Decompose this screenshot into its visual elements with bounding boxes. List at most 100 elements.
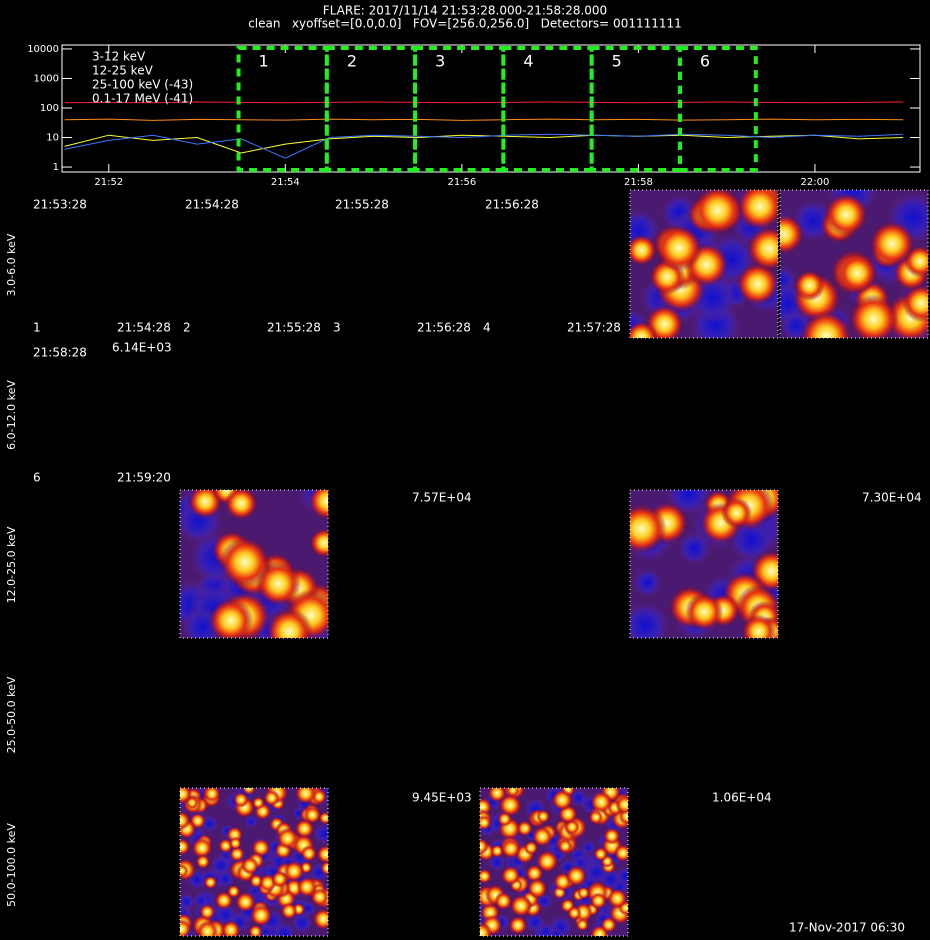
grid-text: 9.45E+03 bbox=[412, 791, 472, 805]
grid-text: 21:54:28 bbox=[117, 321, 171, 335]
image-panel bbox=[179, 489, 329, 639]
hot-blob bbox=[228, 836, 242, 850]
hot-blob bbox=[263, 789, 280, 807]
hot-blob bbox=[500, 865, 521, 886]
hot-blob bbox=[280, 902, 298, 920]
grid-text: 6 bbox=[33, 471, 41, 485]
hot-blob bbox=[235, 891, 256, 913]
hot-blob bbox=[780, 213, 805, 255]
cold-blob bbox=[630, 601, 670, 638]
hot-blob bbox=[203, 875, 218, 890]
interval-label: 1 bbox=[259, 52, 269, 71]
series-line bbox=[64, 118, 904, 121]
image-content bbox=[630, 190, 778, 338]
y-tick-label: 10000 bbox=[27, 44, 59, 55]
hot-blob bbox=[531, 825, 553, 847]
legend-entry: 3-12 keV bbox=[92, 50, 146, 64]
hot-blob bbox=[576, 918, 589, 932]
hot-blob bbox=[526, 878, 548, 899]
hot-blob bbox=[498, 793, 522, 817]
hot-blob bbox=[249, 904, 273, 927]
hot-blob bbox=[516, 820, 533, 837]
hot-blob bbox=[837, 253, 878, 294]
grid-text: 21:55:28 bbox=[267, 321, 321, 335]
hot-blob bbox=[685, 592, 724, 631]
hot-blob bbox=[736, 262, 778, 306]
image-panel bbox=[629, 489, 779, 639]
hot-blob bbox=[233, 791, 249, 808]
hot-blob bbox=[721, 497, 753, 529]
hot-blob bbox=[180, 919, 192, 936]
hot-blob bbox=[303, 806, 322, 824]
hot-blob bbox=[902, 284, 928, 323]
interval-box bbox=[324, 46, 418, 172]
subtitle: clean xyoffset=[0.0,0.0] FOV=[256.0,256.… bbox=[248, 17, 682, 31]
grid-text: 21:54:28 bbox=[185, 198, 239, 212]
grid-text: 3 bbox=[333, 321, 341, 335]
y-tick-label: 10 bbox=[46, 133, 59, 144]
legend-entry: 25-100 keV (-43) bbox=[92, 78, 193, 92]
hot-blob bbox=[180, 810, 191, 831]
hot-blob bbox=[551, 789, 574, 811]
grid-text: 1 bbox=[33, 321, 41, 335]
grid-text: 21:56:28 bbox=[485, 198, 539, 212]
grid-text: 21:56:28 bbox=[417, 321, 471, 335]
hot-blob bbox=[251, 796, 265, 810]
hot-blob bbox=[318, 811, 328, 825]
hot-blob bbox=[271, 870, 289, 888]
hot-blob bbox=[607, 888, 628, 909]
title: FLARE: 2017/11/14 21:53:28.000-21:58:28.… bbox=[323, 4, 607, 18]
cold-blob bbox=[633, 568, 662, 597]
x-tick-label: 21:58 bbox=[624, 177, 653, 188]
hot-blob bbox=[600, 916, 617, 933]
interval-label: 2 bbox=[347, 52, 357, 71]
hot-blob bbox=[692, 190, 743, 236]
hot-blob bbox=[480, 815, 492, 831]
hot-blob bbox=[736, 190, 778, 231]
hot-blob bbox=[219, 536, 271, 588]
interval-label: 5 bbox=[612, 52, 622, 71]
hot-blob bbox=[240, 856, 260, 875]
footer: 17-Nov-2017 06:30 bbox=[789, 921, 905, 935]
hot-blob bbox=[487, 788, 507, 803]
hot-blob bbox=[187, 490, 223, 519]
hot-blob bbox=[615, 795, 628, 815]
image-content bbox=[780, 190, 928, 338]
legend-entry: 12-25 keV bbox=[92, 64, 154, 78]
hot-blob bbox=[180, 838, 191, 856]
cold-blob bbox=[291, 912, 313, 934]
hot-blob bbox=[191, 837, 213, 859]
grid-text: 21:53:28 bbox=[33, 198, 87, 212]
image-panel bbox=[629, 189, 779, 339]
y-tick-label: 1 bbox=[53, 162, 59, 173]
hot-blob bbox=[741, 614, 777, 638]
hot-blob bbox=[310, 887, 328, 907]
hot-blob bbox=[746, 226, 778, 272]
energy-label: 25.0-50.0 keV bbox=[5, 676, 18, 753]
x-tick-label: 21:56 bbox=[447, 177, 476, 188]
hot-blob bbox=[603, 827, 621, 845]
hot-blob bbox=[497, 811, 513, 827]
grid-text: 21:55:28 bbox=[335, 198, 389, 212]
grid-text: 21:58:28 bbox=[33, 346, 87, 360]
hot-blob bbox=[294, 788, 317, 805]
image-content bbox=[480, 788, 628, 936]
hot-blob bbox=[494, 891, 513, 911]
hot-blob bbox=[793, 269, 826, 302]
hot-blob bbox=[509, 894, 533, 918]
image-panel bbox=[479, 787, 629, 937]
hot-blob bbox=[312, 908, 328, 930]
hot-blob bbox=[480, 922, 493, 936]
hot-blob bbox=[565, 865, 587, 887]
hot-blob bbox=[508, 915, 528, 935]
hot-blob bbox=[848, 294, 899, 338]
hot-blob bbox=[276, 827, 299, 850]
interval-box bbox=[501, 46, 594, 172]
grid-text: 4 bbox=[483, 321, 491, 335]
hot-blob bbox=[630, 320, 659, 338]
legend-entry: 0.1-17 MeV (-41) bbox=[92, 92, 193, 106]
hot-blob bbox=[535, 850, 559, 873]
hot-blob bbox=[536, 809, 551, 824]
hot-blob bbox=[309, 528, 328, 558]
